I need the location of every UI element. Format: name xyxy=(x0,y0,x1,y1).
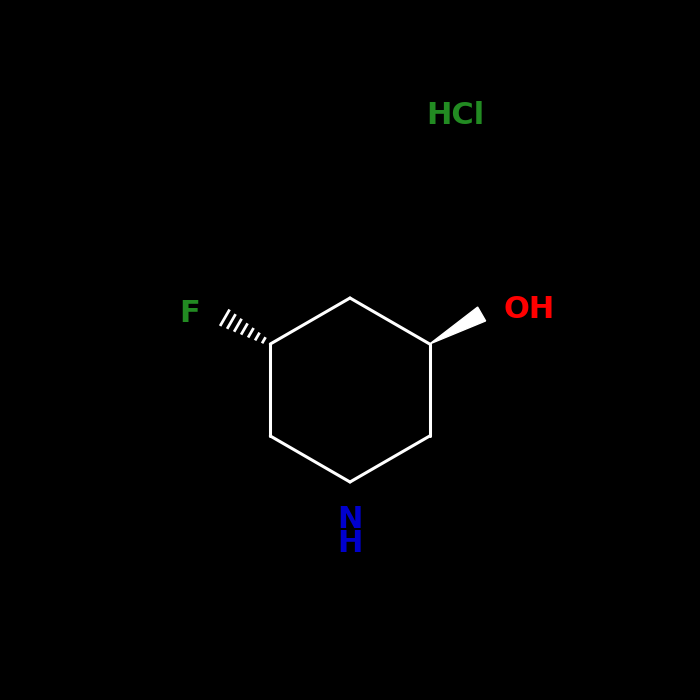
Text: N: N xyxy=(337,505,363,535)
Text: H: H xyxy=(337,529,363,559)
Text: OH: OH xyxy=(503,295,555,325)
Polygon shape xyxy=(430,307,486,344)
Text: F: F xyxy=(180,300,200,328)
Text: HCl: HCl xyxy=(426,101,484,130)
